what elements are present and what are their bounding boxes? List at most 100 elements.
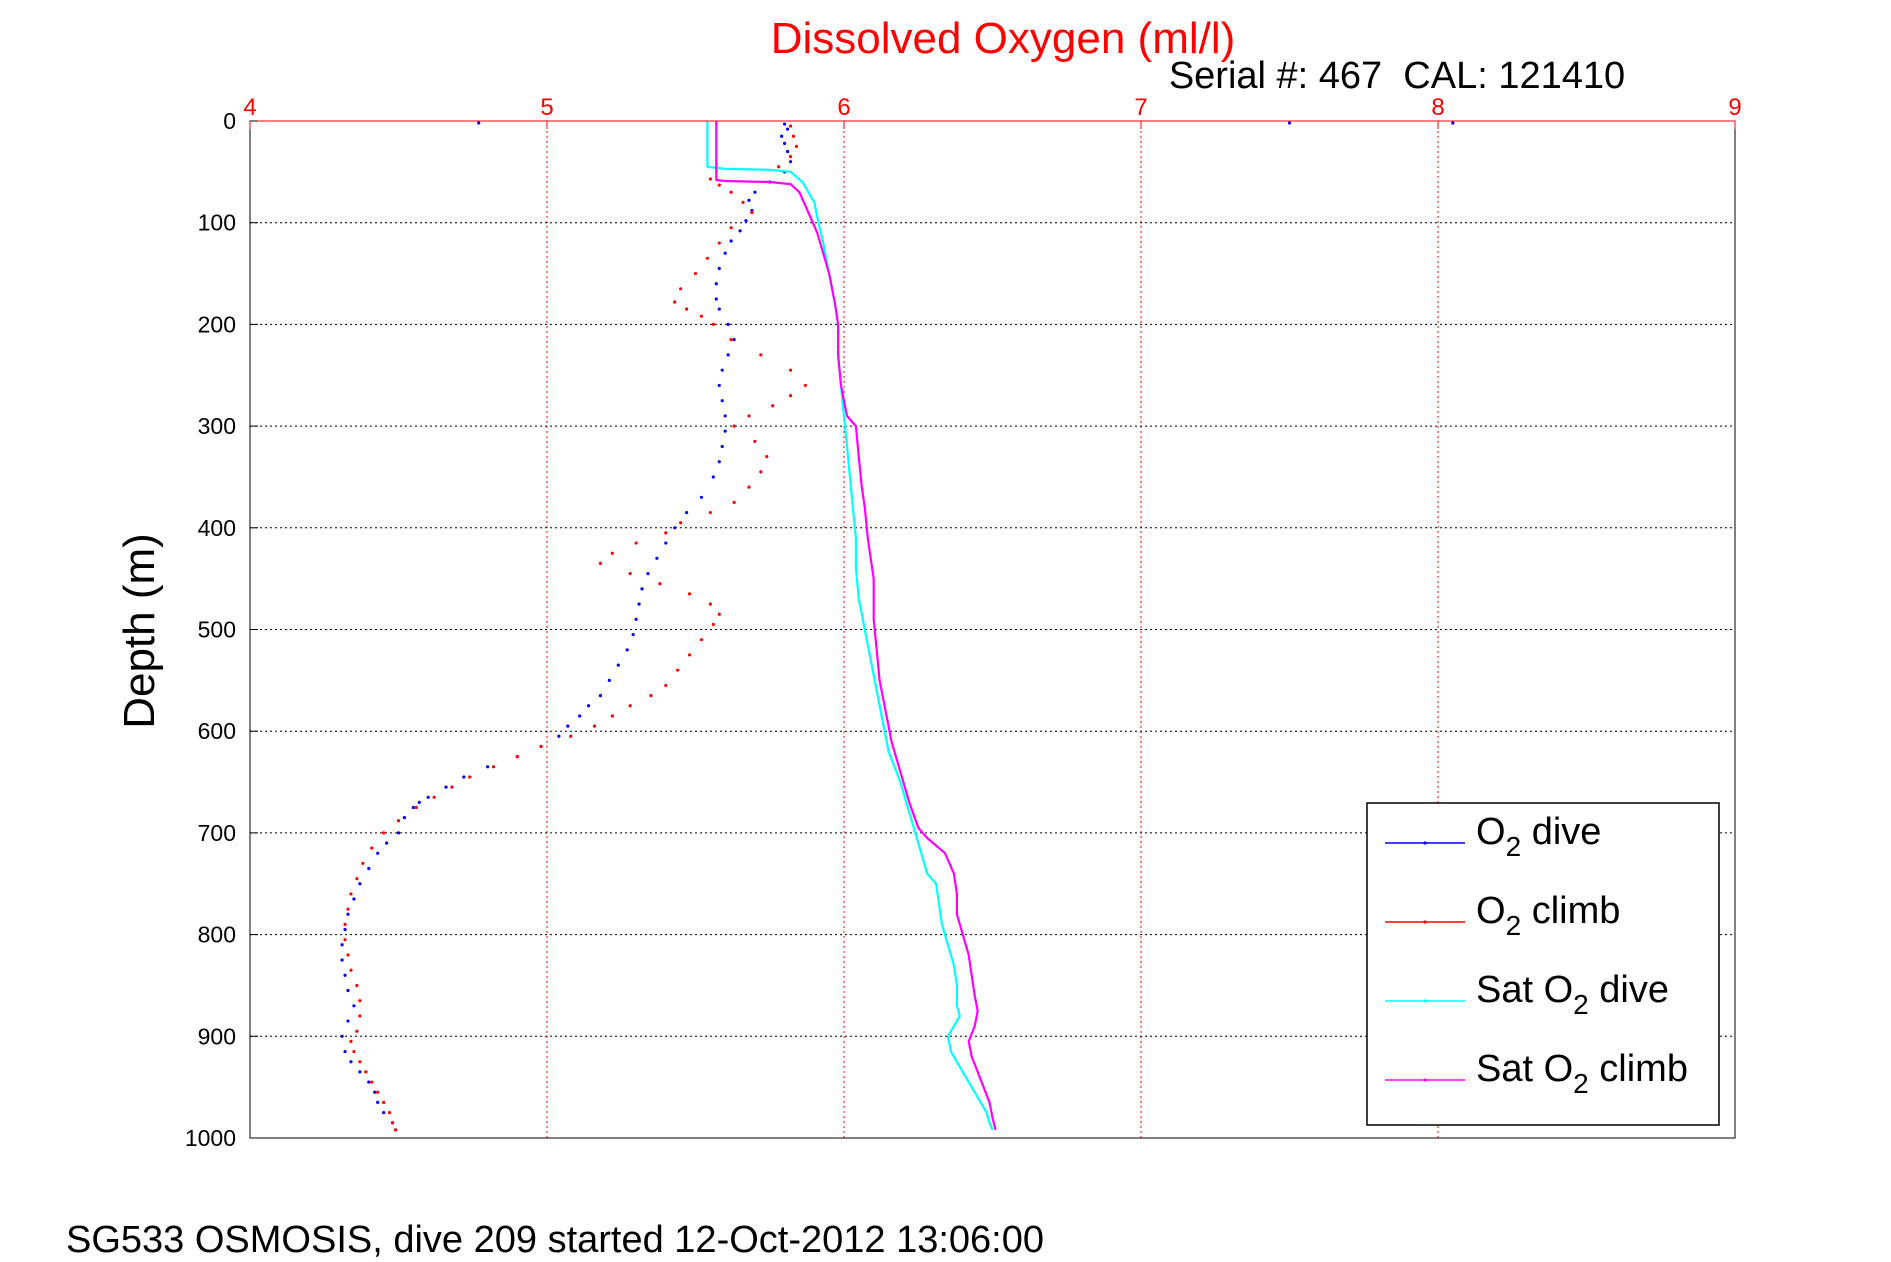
data-point (610, 551, 614, 555)
data-point (729, 226, 733, 230)
data-point (708, 177, 712, 181)
data-point (687, 592, 692, 596)
data-point (417, 800, 421, 804)
legend-entry: Sat O2 climb (1385, 1048, 1688, 1099)
data-point (777, 165, 781, 169)
legend: O2 dive O2 climb Sat O2 dive Sat O2 climb (1366, 802, 1720, 1126)
data-point (358, 1060, 362, 1064)
data-point (346, 1019, 350, 1023)
data-point (673, 300, 677, 304)
data-point (634, 541, 638, 545)
series-layer (340, 121, 1455, 1132)
data-point (679, 521, 683, 525)
legend-entry: O2 climb (1385, 890, 1620, 941)
data-point (607, 678, 611, 682)
data-point (462, 775, 466, 779)
data-point (684, 510, 689, 515)
data-point (759, 470, 763, 474)
data-point (747, 198, 751, 202)
data-point (352, 1049, 356, 1054)
data-point (390, 1121, 395, 1125)
data-point (729, 338, 733, 342)
series-line (706, 121, 994, 1131)
data-point (376, 851, 380, 855)
legend-marker (1423, 1078, 1427, 1082)
data-point (640, 587, 644, 591)
data-point (711, 322, 715, 326)
data-point (346, 912, 350, 916)
data-point (783, 122, 787, 126)
data-point (349, 968, 353, 972)
tick-layer: 4 5 6 7 8 9 0 100 200 300 400 500 600 700 800 900 1000 (185, 94, 1742, 1151)
data-point (367, 866, 371, 871)
data-point (569, 734, 573, 738)
legend-label: O2 dive (1476, 811, 1601, 862)
legend-items: O2 dive O2 climb Sat O2 dive Sat O2 climb (1385, 811, 1688, 1099)
data-point (708, 510, 712, 515)
data-point (592, 724, 597, 728)
data-point (717, 183, 721, 187)
data-point (515, 755, 519, 759)
data-point (352, 1004, 356, 1008)
data-point (747, 485, 751, 489)
data-point (646, 571, 650, 576)
data-point (717, 612, 721, 616)
x-tick-label: 7 (1134, 94, 1147, 121)
data-point (385, 841, 389, 845)
data-point (753, 190, 757, 194)
data-point (355, 1029, 359, 1033)
data-point (759, 353, 763, 357)
x-tick-label: 6 (837, 94, 850, 121)
data-point (658, 582, 662, 586)
data-point (598, 561, 603, 565)
data-point (765, 455, 769, 459)
x-tick-label: 9 (1728, 94, 1741, 121)
data-point (387, 1110, 392, 1115)
data-point (1287, 121, 1292, 125)
legend-marker (1423, 841, 1427, 845)
data-point (358, 882, 362, 886)
data-point (676, 668, 680, 672)
series-group (343, 124, 807, 1132)
data-point (744, 219, 748, 223)
data-point (468, 775, 472, 779)
data-point (720, 399, 724, 403)
data-point (414, 805, 418, 810)
data-point (720, 444, 724, 449)
data-point (349, 892, 353, 896)
data-point (426, 795, 430, 799)
legend-label: Sat O2 dive (1476, 969, 1669, 1020)
data-point (708, 602, 712, 606)
x-tick-label: 5 (540, 94, 553, 121)
data-point (340, 958, 344, 962)
data-point (370, 846, 374, 850)
y-tick-label: 800 (198, 922, 236, 948)
data-point (729, 190, 733, 194)
data-point (785, 127, 790, 131)
data-point (358, 1014, 362, 1018)
data-point (557, 734, 561, 738)
data-point (684, 307, 689, 311)
data-point (788, 160, 793, 164)
legend-marker (1423, 999, 1427, 1003)
data-point (376, 1100, 380, 1105)
data-point (747, 414, 751, 418)
data-point (411, 805, 415, 810)
data-point (673, 526, 677, 530)
x-tick-label: 4 (243, 94, 256, 121)
data-point (788, 154, 793, 159)
data-point (788, 124, 793, 128)
data-point (711, 622, 715, 627)
data-point (717, 266, 721, 271)
data-point (578, 714, 582, 718)
data-point (373, 1090, 377, 1094)
y-tick-label: 700 (198, 820, 236, 846)
data-point (631, 632, 635, 637)
chart-title: Dissolved Oxygen (ml/l) (771, 14, 1236, 63)
y-tick-label: 500 (198, 617, 236, 643)
x-tick-label: 8 (1431, 94, 1444, 121)
data-point (720, 368, 724, 372)
data-point (649, 694, 653, 698)
data-point (723, 251, 727, 255)
data-point (711, 475, 715, 479)
